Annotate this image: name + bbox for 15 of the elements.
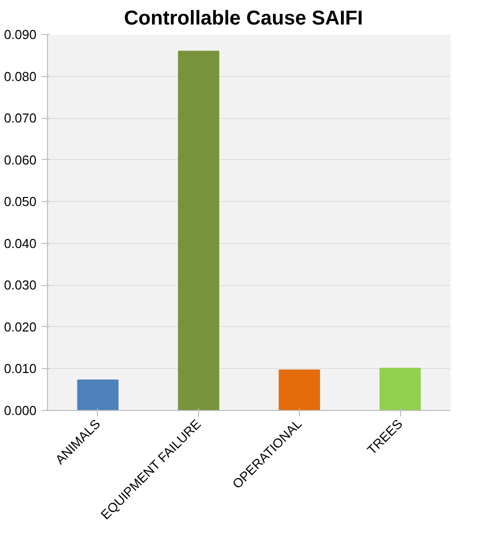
- y-tick-label: 0.080: [4, 68, 37, 84]
- y-tick-label: 0.050: [4, 194, 37, 210]
- bar: [278, 369, 320, 410]
- y-tick-label: 0.040: [4, 236, 37, 251]
- chart-title: Controllable Cause SAIFI: [124, 8, 363, 30]
- y-tick-label: 0.000: [4, 403, 37, 418]
- bar: [379, 368, 421, 410]
- bar: [178, 50, 220, 410]
- bar: [77, 380, 119, 410]
- y-tick-label: 0.090: [4, 27, 37, 42]
- y-tick-label: 0.030: [4, 278, 37, 293]
- y-tick-label: 0.020: [4, 319, 37, 334]
- y-tick-label: 0.060: [4, 152, 37, 168]
- y-tick-label: 0.070: [4, 110, 37, 126]
- y-tick-label: 0.010: [4, 361, 37, 376]
